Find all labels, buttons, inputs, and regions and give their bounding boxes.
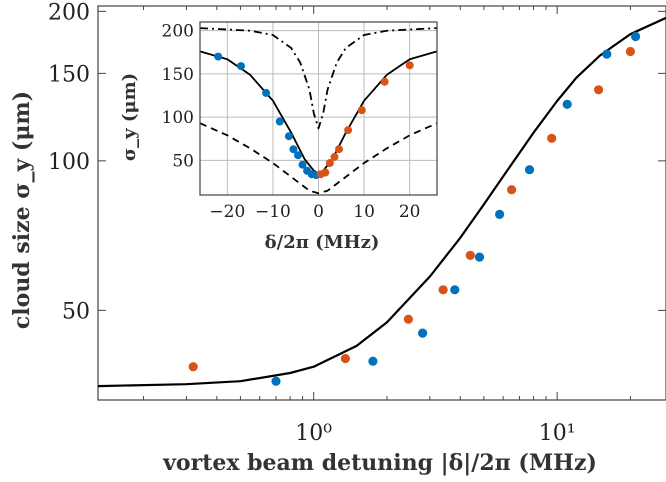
inset-data-point-orange bbox=[405, 61, 414, 70]
inset-data-point-orange bbox=[335, 145, 343, 154]
inset-x-tick-label: −10 bbox=[255, 202, 291, 222]
inset-data-point-orange bbox=[380, 77, 389, 86]
data-point-blue bbox=[418, 328, 428, 338]
data-point-orange bbox=[594, 85, 604, 95]
inset-y-tick-label: 150 bbox=[162, 65, 194, 85]
inset-data-point-blue bbox=[214, 52, 223, 61]
inset-plot: −20 −10 0 10 20 50 100 150 200 bbox=[162, 21, 438, 222]
inset-data-point-orange bbox=[357, 106, 366, 115]
inset-y-axis-label: σ_y (μm) bbox=[119, 73, 140, 161]
data-point-orange bbox=[340, 353, 350, 364]
data-point-blue bbox=[474, 252, 485, 262]
inset-data-point-blue bbox=[289, 145, 298, 154]
data-point-blue bbox=[450, 285, 460, 295]
inset-y-tick-label: 50 bbox=[172, 151, 194, 171]
main-points-group bbox=[188, 31, 641, 386]
data-point-blue bbox=[631, 31, 641, 42]
y-tick-label: 100 bbox=[48, 150, 90, 175]
main-fit-curve-group bbox=[97, 16, 666, 388]
main-ticks bbox=[98, 6, 666, 400]
data-point-blue bbox=[524, 165, 535, 175]
data-point-orange bbox=[465, 250, 475, 260]
data-point-orange bbox=[438, 285, 448, 295]
inset-y-tick-label: 100 bbox=[162, 108, 194, 128]
inset-x-tick-label: −20 bbox=[209, 202, 245, 222]
data-point-blue bbox=[495, 209, 505, 219]
data-point-orange bbox=[188, 362, 198, 372]
inset-curve-dashdot bbox=[199, 27, 438, 130]
inset-curve-dashed bbox=[199, 122, 438, 195]
inset-data-point-orange bbox=[330, 152, 339, 161]
inset-frame bbox=[199, 21, 438, 196]
inset-x-tick-label: 10 bbox=[353, 202, 375, 222]
y-tick-label: 50 bbox=[62, 299, 90, 324]
data-point-blue bbox=[562, 99, 572, 109]
y-tick-label: 150 bbox=[48, 62, 90, 87]
inset-tick-labels: −20 −10 0 10 20 50 100 150 200 bbox=[162, 22, 421, 222]
data-point-orange bbox=[507, 185, 517, 195]
inset-data-point-blue bbox=[275, 117, 284, 126]
inset-x-tick-label: 0 bbox=[313, 202, 324, 222]
inset-x-tick-label: 20 bbox=[399, 202, 421, 222]
inset-y-tick-label: 200 bbox=[162, 22, 194, 42]
x-tick-label: 10¹ bbox=[539, 421, 576, 446]
main-plot-frame bbox=[97, 5, 666, 401]
inset-data-point-orange bbox=[344, 126, 353, 135]
x-tick-label: 10⁰ bbox=[295, 421, 332, 446]
fit-curve bbox=[97, 16, 666, 388]
inset-data-point-blue bbox=[298, 160, 307, 169]
inset-data-point-orange bbox=[321, 168, 330, 177]
x-axis-label: vortex beam detuning |δ|/2π (MHz) bbox=[162, 450, 597, 476]
y-axis-label: cloud size σ_y (μm) bbox=[9, 91, 35, 329]
inset-data-point-blue bbox=[294, 151, 302, 160]
inset-data-point-blue bbox=[237, 62, 245, 71]
data-point-blue bbox=[271, 376, 281, 386]
data-point-blue bbox=[368, 356, 378, 366]
data-point-orange bbox=[625, 46, 636, 57]
data-point-orange bbox=[547, 133, 557, 143]
inset-data-point-blue bbox=[262, 88, 271, 97]
inset-points-group bbox=[214, 52, 414, 180]
data-point-blue bbox=[602, 49, 612, 59]
inset-data-point-orange bbox=[325, 159, 334, 167]
inset-data-point-blue bbox=[284, 132, 293, 141]
y-tick-label: 200 bbox=[48, 0, 90, 25]
inset-x-axis-label: δ/2π (MHz) bbox=[265, 232, 380, 253]
data-point-orange bbox=[403, 314, 413, 324]
